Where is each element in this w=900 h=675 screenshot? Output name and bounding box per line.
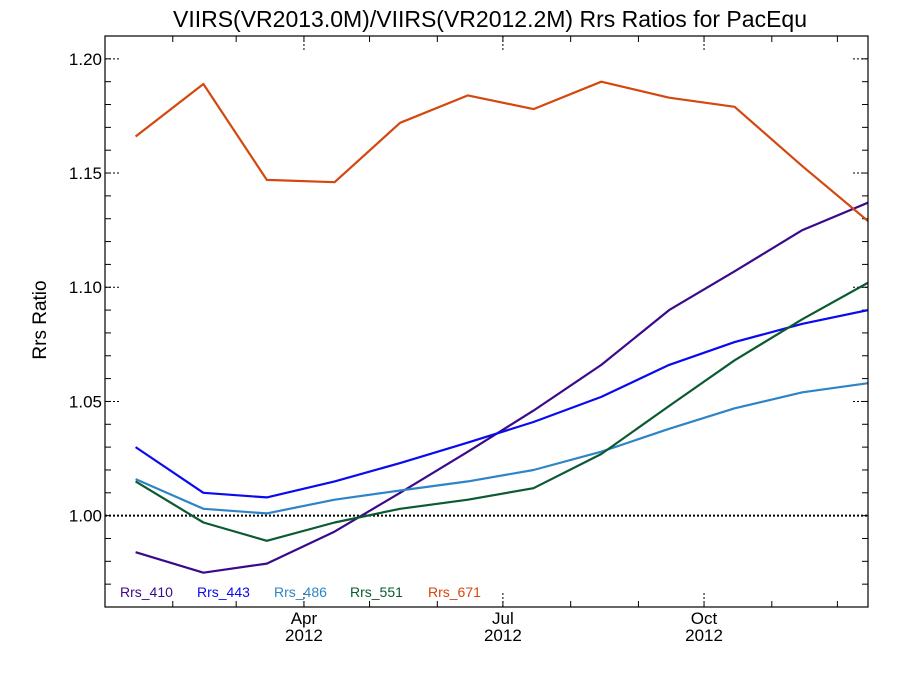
axis-ticks — [105, 35, 868, 608]
chart-title: VIIRS(VR2013.0M)/VIIRS(VR2012.2M) Rrs Ra… — [173, 6, 807, 32]
y-tick-label: 1.20 — [69, 50, 102, 69]
y-tick-label: 1.10 — [69, 278, 102, 297]
y-tick-label: 1.00 — [69, 507, 102, 526]
series-line-rrs-486 — [135, 382, 868, 515]
y-tick-label: 1.05 — [69, 392, 102, 411]
y-tick-labels: 1.00 1.05 1.10 1.15 1.20 — [69, 50, 102, 526]
plot-frame — [104, 35, 869, 608]
series-line-rrs-551 — [135, 281, 868, 542]
legend-entry-rrs-443: Rrs_443 — [197, 584, 250, 600]
legend-entry-rrs-551: Rrs_551 — [350, 584, 403, 600]
legend: Rrs_410 Rrs_443 Rrs_486 Rrs_551 Rrs_671 — [120, 584, 481, 600]
x-tick-label-month: Oct — [691, 609, 718, 628]
x-tick-label-year: 2012 — [685, 626, 723, 645]
y-axis-label: Rrs Ratio — [30, 280, 51, 359]
legend-entry-rrs-486: Rrs_486 — [274, 584, 327, 600]
series-line-rrs-443 — [134, 309, 868, 499]
series-lines — [134, 80, 868, 574]
legend-entry-rrs-671: Rrs_671 — [428, 584, 481, 600]
y-tick-label: 1.15 — [69, 164, 102, 183]
x-tick-label-year: 2012 — [484, 626, 522, 645]
x-tick-label-month: Apr — [291, 609, 318, 628]
x-tick-label-month: Jul — [492, 609, 514, 628]
series-line-rrs-671 — [134, 80, 868, 222]
x-tick-label-year: 2012 — [285, 626, 323, 645]
legend-entry-rrs-410: Rrs_410 — [120, 584, 173, 600]
series-line-rrs-410 — [135, 201, 868, 574]
